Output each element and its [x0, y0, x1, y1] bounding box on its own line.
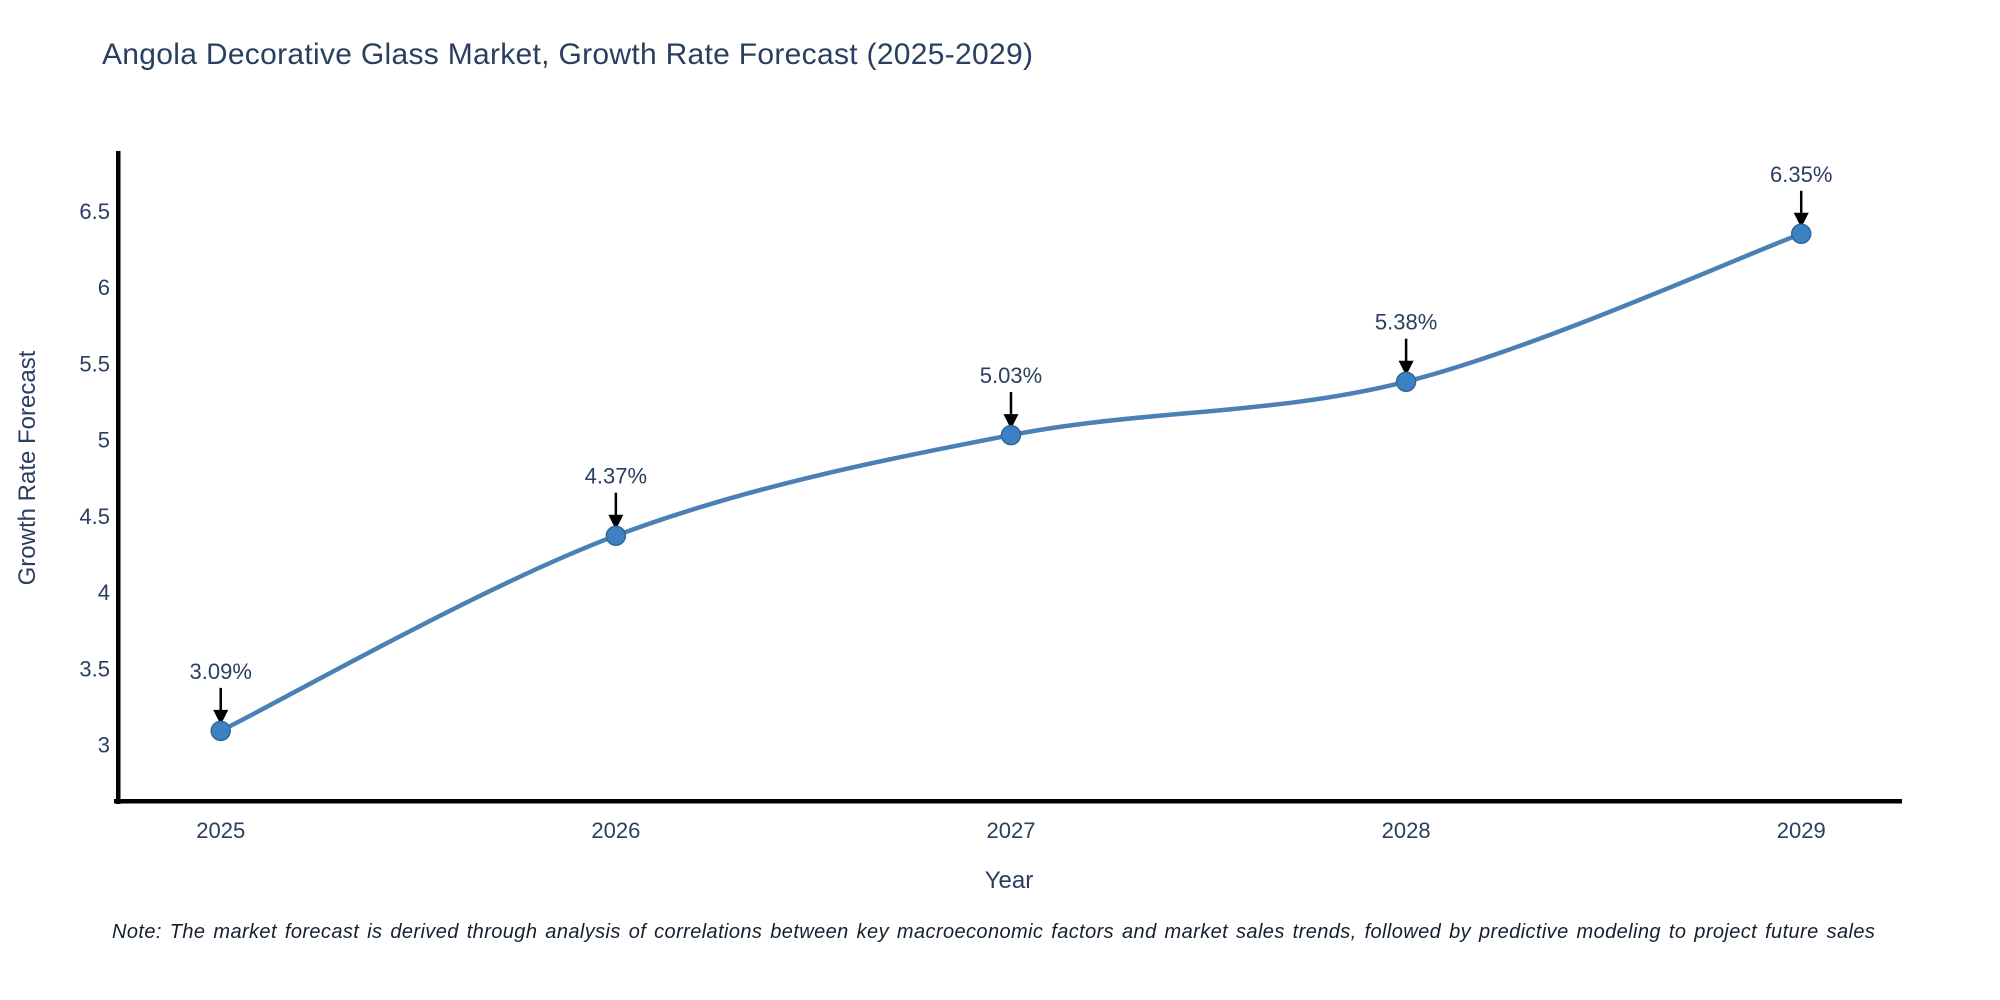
- x-tick-label: 2026: [591, 818, 640, 843]
- x-tick-label: 2029: [1777, 818, 1826, 843]
- annotation-arrowhead-icon: [1398, 360, 1414, 376]
- x-axis-title: Year: [984, 867, 1034, 894]
- y-tick-label: 5: [98, 428, 110, 453]
- y-tick-label: 3.5: [79, 656, 110, 681]
- data-point-marker[interactable]: [210, 720, 231, 742]
- x-tick-label: 2028: [1382, 818, 1431, 843]
- y-tick-label: 6: [98, 275, 110, 300]
- data-point-label: 5.03%: [980, 363, 1042, 388]
- data-point-label: 6.35%: [1770, 162, 1832, 187]
- y-axis-spine: [116, 151, 121, 804]
- y-tick-label: 3: [98, 733, 110, 758]
- annotation-arrowhead-icon: [213, 709, 229, 725]
- x-axis-spine: [114, 799, 1902, 804]
- forecast-line: [218, 231, 1804, 734]
- y-tick-label: 6.5: [79, 199, 110, 224]
- annotation-arrowhead-icon: [608, 514, 624, 530]
- data-point-label: 4.37%: [585, 464, 647, 489]
- annotation-arrowhead-icon: [1003, 414, 1019, 430]
- chart-title: Angola Decorative Glass Market, Growth R…: [102, 38, 1034, 71]
- annotation-arrowhead-icon: [1793, 212, 1809, 228]
- data-point-label: 3.09%: [190, 659, 252, 684]
- footnote: Note: The market forecast is derived thr…: [112, 921, 1876, 943]
- y-tick-label: 4: [98, 580, 110, 605]
- data-point-marker[interactable]: [1790, 223, 1812, 245]
- data-point-marker[interactable]: [605, 525, 627, 546]
- data-point-marker[interactable]: [1000, 424, 1022, 446]
- y-tick-label: 4.5: [79, 504, 110, 529]
- data-point-label: 5.38%: [1375, 310, 1437, 335]
- y-axis-title: Growth Rate Forecast: [14, 350, 41, 586]
- y-tick-label: 5.5: [79, 351, 110, 376]
- x-tick-label: 2025: [196, 818, 245, 843]
- x-tick-label: 2027: [986, 818, 1035, 843]
- data-point-marker[interactable]: [1395, 371, 1417, 392]
